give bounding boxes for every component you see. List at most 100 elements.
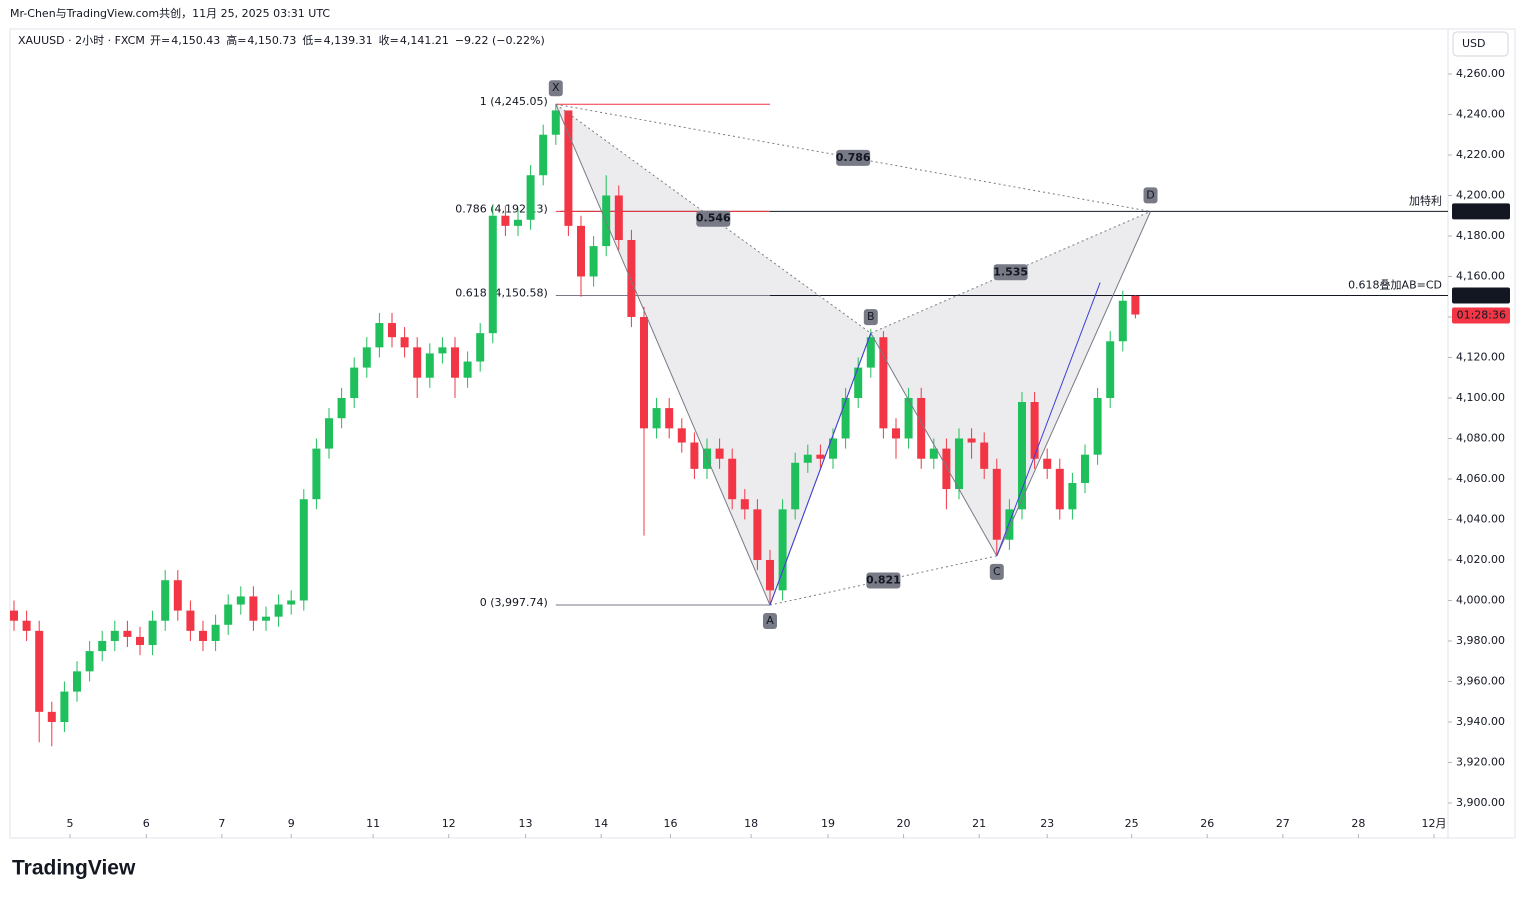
candle-body	[602, 195, 611, 247]
point-label-bg	[1143, 187, 1158, 204]
abcd-line	[769, 332, 872, 606]
price-tag: 4,192.13	[1452, 204, 1506, 217]
candle-body	[312, 448, 321, 500]
price-tag: 4,150.58	[1452, 289, 1506, 302]
ohlc-key: 收=	[379, 33, 399, 47]
ratio-bg	[836, 149, 871, 166]
currency-button[interactable]	[1452, 31, 1509, 57]
ratio-label: 0.546	[696, 212, 731, 225]
candle-body	[98, 640, 107, 652]
ratio-label: 0.821	[866, 573, 901, 586]
candle-body	[1106, 341, 1115, 398]
candle-body	[627, 240, 636, 317]
candle-body	[261, 616, 270, 621]
candle-body	[148, 620, 157, 646]
y-tick-label: 4,200.00	[1456, 188, 1505, 201]
candle-body	[450, 347, 459, 378]
ratio-bg	[866, 572, 901, 589]
candle-body	[980, 442, 989, 469]
point-label-bg	[548, 80, 563, 97]
chart-frame	[9, 28, 1516, 839]
candle-body	[1118, 300, 1127, 342]
candle-body	[463, 361, 472, 378]
candle-body	[387, 323, 396, 338]
candle-body	[828, 438, 837, 459]
x-tick-label: 7	[218, 817, 225, 830]
candle-body	[942, 448, 951, 490]
candle-body	[1093, 397, 1102, 455]
candle-body	[917, 397, 926, 459]
x-tick-label: 12月	[1422, 817, 1447, 830]
point-label: A	[766, 614, 774, 627]
candle-body	[362, 347, 371, 368]
fib-label: 1 (4,245.05)	[480, 95, 548, 108]
candle-body	[47, 711, 56, 722]
candle-body	[564, 110, 573, 226]
ratio-label: 1.535	[993, 265, 1028, 278]
candle-body	[765, 559, 774, 591]
x-tick-label: 19	[821, 817, 835, 830]
y-tick-label: 3,980.00	[1456, 634, 1505, 647]
x-tick-label: 20	[897, 817, 911, 830]
candle-body	[438, 347, 447, 354]
candle-body	[1080, 454, 1089, 484]
y-tick-label: 3,900.00	[1456, 796, 1505, 809]
candle-body	[665, 408, 674, 429]
y-tick-label: 4,080.00	[1456, 431, 1505, 444]
price-line-label: 加特利	[1409, 193, 1442, 207]
candle-body	[73, 671, 82, 692]
pattern-leg	[870, 332, 998, 557]
ohlc-key: 低=	[302, 34, 322, 47]
candle-body	[526, 175, 535, 220]
candle-body	[1043, 458, 1052, 469]
y-tick-label: 3,940.00	[1456, 715, 1505, 728]
symbol: XAUUSD · 2小时 · FXCM	[18, 34, 145, 47]
point-label: C	[993, 565, 1001, 578]
pattern-ratio-line	[555, 103, 1151, 212]
currency[interactable]: USD	[1462, 37, 1486, 50]
point-label-bg	[762, 613, 777, 630]
candle-body	[1055, 468, 1064, 510]
price-tag-bg	[1452, 203, 1510, 220]
candle-body	[1068, 483, 1077, 510]
candle-body	[425, 353, 434, 378]
candle-body	[400, 337, 409, 348]
x-tick-label: 16	[663, 817, 677, 830]
x-tick-label: 9	[288, 817, 295, 830]
candle-body	[337, 397, 346, 419]
y-tick-label: 4,060.00	[1456, 472, 1505, 485]
candle-body	[539, 134, 548, 176]
candle-body	[816, 454, 825, 459]
candle-body	[1030, 402, 1039, 459]
x-tick-label: 28	[1351, 817, 1365, 830]
candle-body	[740, 499, 749, 510]
candle-body	[110, 630, 119, 641]
x-tick-label: 26	[1200, 817, 1214, 830]
x-tick-label: 27	[1276, 817, 1290, 830]
point-label-bg	[989, 563, 1004, 580]
fib-label: 0 (3,997.74)	[480, 596, 548, 609]
candle-body	[274, 604, 283, 617]
candle-body	[1131, 295, 1140, 315]
ohlc-key: 开=	[150, 34, 170, 47]
pattern-leg	[996, 211, 1151, 557]
candle-body	[841, 397, 850, 439]
y-tick-label: 3,960.00	[1456, 674, 1505, 687]
credit: Mr-Chen与TradingView.com共创，11月 25, 2025 0…	[10, 7, 330, 20]
candle-body	[350, 367, 359, 398]
x-tick-label: 18	[744, 817, 758, 830]
fib-label: 0.786 (4,192.13)	[455, 202, 548, 215]
candle-body	[173, 580, 182, 611]
pattern-area	[555, 104, 871, 606]
candle-body	[22, 620, 31, 631]
candle-body	[904, 397, 913, 439]
candle-body	[778, 509, 787, 591]
candle-body	[501, 215, 510, 226]
candle-body	[375, 323, 384, 348]
pattern-leg	[555, 104, 771, 606]
candle-body	[1005, 509, 1014, 540]
point-label: X	[552, 81, 560, 94]
candle-body	[879, 337, 888, 429]
candle-body	[891, 428, 900, 439]
